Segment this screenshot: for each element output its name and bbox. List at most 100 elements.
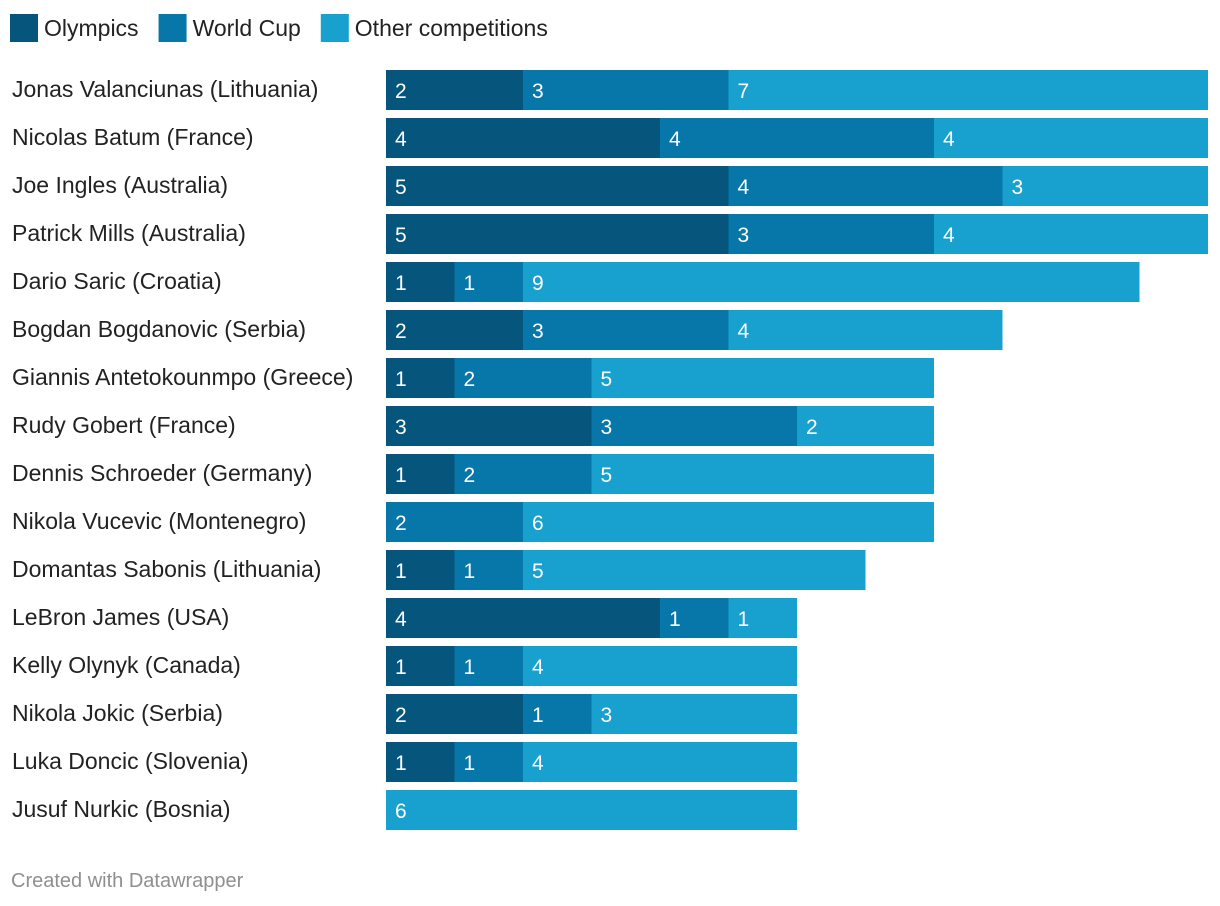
bar-segment-world-cup — [523, 694, 592, 734]
value-label-olympics: 1 — [395, 272, 407, 295]
value-label-other-competitions: 4 — [943, 224, 955, 247]
bar-row-jonas-valanciunas-lithuania: Jonas Valanciunas (Lithuania) 2 3 7 — [12, 70, 1208, 110]
value-label-olympics: 1 — [395, 656, 407, 679]
bar-segment-olympics — [386, 358, 455, 398]
bar-segment-olympics — [386, 550, 455, 590]
category-label: Nicolas Batum (France) — [12, 124, 254, 150]
bar-segment-world-cup — [728, 166, 1003, 206]
value-label-other-competitions: 6 — [395, 800, 407, 823]
bar-segment-olympics — [386, 454, 455, 494]
category-label: Nikola Vucevic (Montenegro) — [12, 508, 306, 534]
value-label-other-competitions: 5 — [601, 464, 613, 487]
value-label-other-competitions: 4 — [532, 752, 544, 775]
bar-segment-other-competitions — [728, 598, 797, 638]
bar-segment-olympics — [386, 118, 660, 158]
chart-rows: Jonas Valanciunas (Lithuania) 2 3 7 Nicolas … — [12, 70, 1208, 830]
legend-swatch-other-competitions — [320, 14, 349, 42]
legend: Olympics World Cup Other competitions — [10, 14, 548, 42]
bar-segment-world-cup — [660, 598, 729, 638]
category-label: Dario Saric (Croatia) — [12, 268, 222, 294]
bar-segment-olympics — [386, 694, 523, 734]
value-label-world-cup: 1 — [464, 272, 476, 295]
value-label-other-competitions: 3 — [601, 704, 613, 727]
category-label: Luka Doncic (Slovenia) — [12, 748, 249, 774]
bar-segment-other-competitions — [523, 646, 797, 686]
bar-segment-other-competitions — [523, 742, 797, 782]
value-label-other-competitions: 4 — [738, 320, 750, 343]
bar-segment-world-cup — [454, 550, 523, 590]
value-label-olympics: 1 — [395, 464, 407, 487]
bar-row-nikola-vucevic-montenegro: Nikola Vucevic (Montenegro) 2 6 — [12, 502, 934, 542]
bar-segment-olympics — [386, 598, 660, 638]
bar-row-lebron-james-usa: LeBron James (USA) 4 1 1 — [12, 598, 797, 638]
bar-segment-other-competitions — [591, 358, 934, 398]
value-label-other-competitions: 4 — [532, 656, 544, 679]
bar-segment-other-competitions — [797, 406, 934, 446]
category-label: Jonas Valanciunas (Lithuania) — [12, 76, 318, 102]
bar-segment-other-competitions — [728, 70, 1208, 110]
value-label-olympics: 1 — [395, 560, 407, 583]
category-label: Bogdan Bogdanovic (Serbia) — [12, 316, 306, 342]
value-label-olympics: 2 — [395, 320, 407, 343]
bar-segment-world-cup — [660, 118, 934, 158]
bar-segment-world-cup — [454, 454, 592, 494]
value-label-other-competitions: 1 — [738, 608, 750, 631]
bar-segment-other-competitions — [591, 454, 934, 494]
legend-label-olympics: Olympics — [44, 15, 139, 41]
bar-row-dario-saric-croatia: Dario Saric (Croatia) 1 1 9 — [12, 262, 1140, 302]
bar-row-nicolas-batum-france: Nicolas Batum (France) 4 4 4 — [12, 118, 1208, 158]
footer-credit: Created with Datawrapper — [11, 870, 244, 892]
legend-swatch-world-cup — [158, 14, 187, 42]
value-label-other-competitions: 2 — [806, 416, 818, 439]
bar-row-giannis-antetokounmpo-greece: Giannis Antetokounmpo (Greece) 1 2 5 — [12, 358, 934, 398]
bar-segment-other-competitions — [523, 502, 934, 542]
value-label-other-competitions: 7 — [738, 80, 750, 103]
value-label-world-cup: 3 — [532, 80, 544, 103]
value-label-olympics: 5 — [395, 224, 407, 247]
value-label-olympics: 1 — [395, 368, 407, 391]
value-label-world-cup: 3 — [601, 416, 613, 439]
value-label-world-cup: 1 — [464, 560, 476, 583]
bar-segment-olympics — [386, 262, 455, 302]
value-label-other-competitions: 5 — [532, 560, 544, 583]
bar-row-domantas-sabonis-lithuania: Domantas Sabonis (Lithuania) 1 1 5 — [12, 550, 866, 590]
bar-row-bogdan-bogdanovic-serbia: Bogdan Bogdanovic (Serbia) 2 3 4 — [12, 310, 1003, 350]
category-label: Nikola Jokic (Serbia) — [12, 700, 223, 726]
bar-segment-olympics — [386, 310, 523, 350]
legend-swatch-olympics — [10, 14, 38, 42]
value-label-world-cup: 1 — [464, 752, 476, 775]
bar-row-kelly-olynyk-canada: Kelly Olynyk (Canada) 1 1 4 — [12, 646, 797, 686]
bar-segment-world-cup — [523, 70, 729, 110]
bar-segment-world-cup — [591, 406, 797, 446]
value-label-other-competitions: 5 — [601, 368, 613, 391]
value-label-world-cup: 4 — [738, 176, 750, 199]
bar-row-joe-ingles-australia: Joe Ingles (Australia) 5 4 3 — [12, 166, 1208, 206]
bar-segment-olympics — [386, 70, 523, 110]
category-label: Kelly Olynyk (Canada) — [12, 652, 241, 678]
bar-segment-other-competitions — [386, 790, 797, 830]
value-label-other-competitions: 4 — [943, 128, 955, 151]
bar-segment-olympics — [386, 646, 455, 686]
category-label: Patrick Mills (Australia) — [12, 220, 246, 246]
value-label-olympics: 5 — [395, 176, 407, 199]
bar-row-rudy-gobert-france: Rudy Gobert (France) 3 3 2 — [12, 406, 934, 446]
value-label-olympics: 1 — [395, 752, 407, 775]
bar-segment-world-cup — [454, 646, 523, 686]
category-label: Domantas Sabonis (Lithuania) — [12, 556, 321, 582]
value-label-world-cup: 2 — [395, 512, 407, 535]
value-label-world-cup: 4 — [669, 128, 681, 151]
value-label-other-competitions: 9 — [532, 272, 544, 295]
category-label: LeBron James (USA) — [12, 604, 229, 630]
category-label: Rudy Gobert (France) — [12, 412, 236, 438]
bar-segment-world-cup — [728, 214, 934, 254]
bar-segment-world-cup — [386, 502, 523, 542]
bar-segment-world-cup — [454, 358, 592, 398]
bar-segment-other-competitions — [728, 310, 1003, 350]
bar-segment-world-cup — [454, 742, 523, 782]
value-label-world-cup: 1 — [532, 704, 544, 727]
value-label-world-cup: 3 — [532, 320, 544, 343]
bar-segment-other-competitions — [591, 694, 797, 734]
category-label: Dennis Schroeder (Germany) — [12, 460, 312, 486]
value-label-world-cup: 1 — [669, 608, 681, 631]
